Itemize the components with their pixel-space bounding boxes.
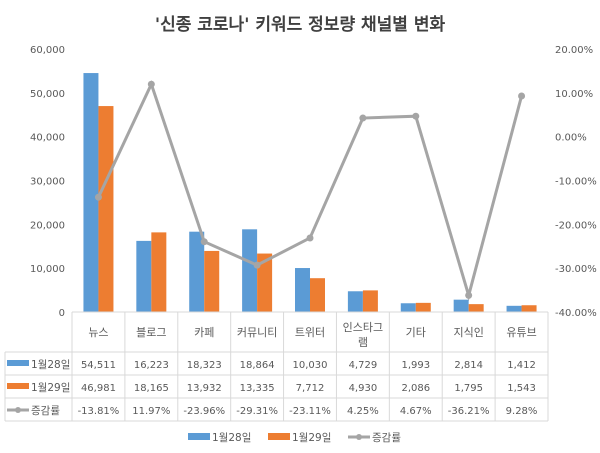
bar-1월29일	[98, 106, 114, 312]
bar-1월28일	[506, 305, 522, 312]
data-label: -23.96%	[183, 406, 225, 417]
bar-1월28일	[242, 229, 258, 312]
category-label: 지식인	[453, 326, 483, 339]
data-label: 4,729	[349, 360, 378, 371]
legend-label: 1월29일	[292, 431, 331, 444]
legend-key	[7, 360, 29, 366]
data-label: 1,795	[454, 383, 483, 394]
line-point	[306, 234, 314, 242]
legend-key	[7, 383, 29, 389]
data-label: 13,932	[187, 383, 222, 394]
y-tick-label: 10,000	[30, 264, 65, 275]
legend-label: 1월28일	[212, 431, 251, 444]
data-label: 1,993	[401, 360, 430, 371]
y2-tick-label: -10.00%	[555, 177, 597, 188]
data-label: -23.11%	[289, 406, 331, 417]
series-name: 증감률	[31, 405, 60, 417]
bar-1월28일	[189, 231, 205, 312]
bar-1월29일	[204, 250, 220, 312]
data-label: 13,335	[240, 383, 275, 394]
data-label: 4,930	[349, 383, 378, 394]
bar-1월28일	[453, 299, 469, 312]
data-label: 1,412	[507, 360, 536, 371]
y2-tick-label: 0.00%	[555, 133, 587, 144]
bar-1월28일	[295, 268, 310, 312]
line-point	[412, 112, 420, 120]
bar-1월29일	[415, 302, 431, 312]
y-tick-label: 40,000	[30, 133, 65, 144]
line-point	[465, 291, 473, 299]
data-label: -36.21%	[448, 406, 490, 417]
data-label: 18,323	[187, 360, 222, 371]
series-name: 1월28일	[31, 358, 70, 371]
category-label: 유튜브	[506, 326, 536, 339]
data-label: 18,864	[240, 360, 275, 371]
category-label: 트위터	[295, 326, 325, 339]
y2-tick-label: -40.00%	[555, 308, 597, 319]
data-label: 4.67%	[400, 406, 432, 417]
bar-1월28일	[347, 291, 363, 312]
category-label: 커뮤니티	[237, 326, 277, 339]
y-tick-label: 60,000	[30, 45, 65, 56]
data-label: 10,030	[293, 360, 328, 371]
y-tick-label: 50,000	[30, 89, 65, 100]
bar-1월28일	[83, 73, 99, 312]
legend-swatch	[268, 433, 290, 440]
line-point	[147, 80, 155, 88]
category-label: 인스타그	[343, 321, 383, 334]
category-label: 카페	[194, 326, 214, 339]
data-label: 16,223	[134, 360, 169, 371]
category-label: 블로그	[136, 326, 166, 339]
data-label: 1,543	[507, 383, 536, 394]
data-label: 18,165	[134, 383, 169, 394]
line-point	[253, 261, 261, 269]
legend-marker	[356, 434, 362, 440]
legend-label: 증감률	[372, 432, 401, 444]
y-tick-label: 0	[59, 308, 65, 319]
bar-1월29일	[257, 253, 273, 312]
data-label: 11.97%	[132, 406, 170, 417]
data-label: 46,981	[81, 383, 116, 394]
data-label: 4.25%	[347, 406, 379, 417]
bar-1월28일	[400, 303, 416, 312]
data-label: -13.81%	[78, 406, 120, 417]
line-point	[200, 238, 208, 246]
line-point	[518, 92, 526, 100]
bar-1월29일	[310, 278, 325, 312]
data-label: 2,086	[401, 383, 430, 394]
bar-1월29일	[362, 290, 378, 312]
series-name: 1월29일	[31, 381, 70, 394]
category-label: 기타	[406, 326, 426, 339]
y2-tick-label: -20.00%	[555, 220, 597, 231]
chart-title: '신종 코로나' 키워드 정보량 채널별 변화	[154, 15, 446, 35]
bar-1월29일	[521, 305, 537, 312]
y2-tick-label: 10.00%	[555, 89, 593, 100]
bar-1월29일	[468, 304, 484, 312]
y-tick-label: 30,000	[30, 177, 65, 188]
y2-tick-label: 20.00%	[555, 45, 593, 56]
data-label: 9.28%	[506, 406, 538, 417]
legend-key-marker	[15, 407, 21, 413]
legend-swatch	[188, 433, 210, 440]
category-label-cont: 램	[358, 336, 368, 349]
category-label: 뉴스	[88, 326, 108, 339]
data-label: -29.31%	[236, 406, 278, 417]
data-label: 7,712	[296, 383, 325, 394]
line-point	[359, 114, 367, 122]
bar-1월28일	[136, 240, 152, 312]
y-tick-label: 20,000	[30, 220, 65, 231]
line-point	[94, 193, 102, 201]
data-label: 2,814	[454, 360, 483, 371]
y2-tick-label: -30.00%	[555, 264, 597, 275]
bar-1월29일	[151, 232, 167, 312]
data-label: 54,511	[81, 360, 116, 371]
